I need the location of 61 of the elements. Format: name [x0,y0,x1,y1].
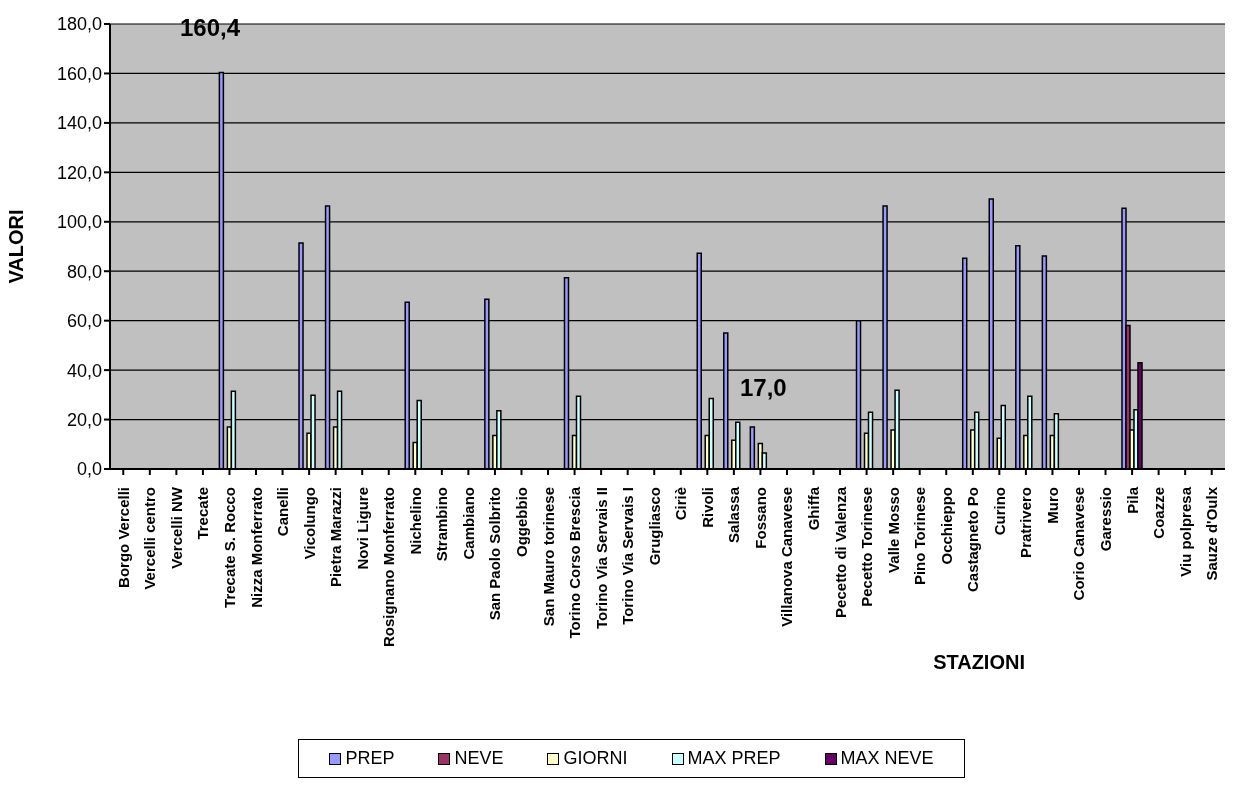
x-tick-label: Pecetto di Valenza [831,486,849,618]
x-tick-label: Cambiano [459,487,477,560]
y-tick-label: 100,0 [56,212,102,233]
x-tick-label: San Mauro torinese [539,487,557,627]
x-tick-label: Vicolungo [300,487,318,560]
y-tick-label: 120,0 [56,162,102,183]
x-tick-label: San Paolo Solbrito [486,487,504,621]
y-tick-label: 80,0 [66,261,102,282]
x-tick-label: Trecate [194,487,212,540]
annotation: 160,4 [180,14,241,42]
x-tick-label: Pila [1123,486,1141,514]
y-tick-label: 180,0 [56,14,102,35]
legend-label: MAX PREP [687,748,781,769]
x-tick-label: Torino Corso Brescia [566,486,584,639]
legend-label: PREP [345,748,395,769]
x-tick-label: Viu polpresa [1176,486,1194,577]
x-tick-label: Novi Ligure [353,487,371,570]
x-tick-label: Vercelli NW [167,486,185,569]
x-tick-label: Fossano [751,487,769,549]
x-tick-label: Ghiffa [805,486,823,531]
x-tick-label: Occhieppo [937,487,955,565]
x-tick-label: Vercelli centro [141,487,159,590]
y-tick-label: 0,0 [76,459,102,480]
y-tick-label: 40,0 [66,360,102,381]
x-axis-title: STAZIONI [933,651,1025,673]
x-tick-label: Trecate S. Rocco [220,487,238,608]
x-tick-label: Nichelino [406,487,424,555]
legend-label: MAX NEVE [840,748,934,769]
x-tick-label: Canelli [274,487,292,537]
x-tick-label: Pecetto Torinese [858,487,876,607]
x-tick-label: Muro [1043,487,1061,524]
x-tick-label: Rosignano Monferrato [380,487,398,647]
x-tick-label: Pietra Marazzi [327,487,345,588]
x-tick-label: Castagneto Po [964,487,982,593]
x-tick-label: Pratrivero [1017,487,1035,558]
x-tick-label: Garessio [1097,487,1115,552]
x-tick-label: Villanova Canavese [778,487,796,627]
x-tick-label: Pino Torinese [911,487,929,586]
x-tick-label: Torino Via Servais II [592,487,610,630]
x-tick-label: Borgo Vercelli [114,487,132,588]
x-tick-label: Valle Mosso [884,487,902,573]
x-tick-label: Strambino [433,487,451,562]
x-tick-label: Curino [990,487,1008,536]
x-tick-label: Grugliasco [645,487,663,566]
x-tick-label: Nizza Monferrato [247,487,265,608]
y-axis-title: VALORI [5,209,28,284]
x-tick-label: Oggebbio [512,487,530,557]
x-tick-label: Rivoli [698,487,716,528]
y-tick-label: 140,0 [56,113,102,134]
y-tick-label: 60,0 [66,311,102,332]
x-tick-label: Ciriè [672,487,690,521]
y-tick-label: 160,0 [56,63,102,84]
x-tick-label: Corio Canavese [1070,487,1088,601]
y-tick-label: 20,0 [66,409,102,430]
legend-label: NEVE [454,748,504,769]
legend-label: GIORNI [563,748,628,769]
annotation: 17,0 [740,374,787,402]
x-tick-label: Sauze d'Oulx [1203,486,1221,581]
x-tick-label: Salassa [725,486,743,543]
x-tick-label: Coazze [1150,487,1168,539]
x-tick-label: Torino Via Servais I [619,487,637,625]
